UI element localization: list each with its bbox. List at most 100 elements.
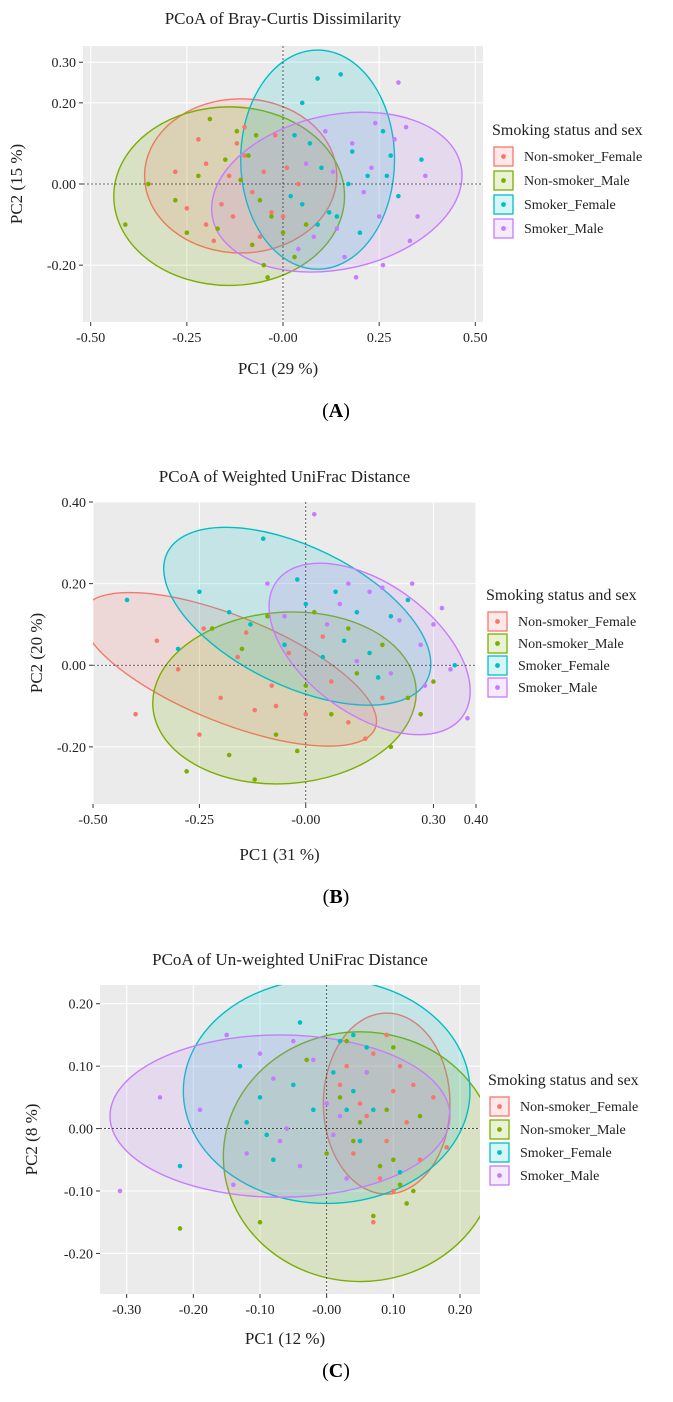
data-point-smoker-female xyxy=(365,173,370,179)
data-point-non-smoker-female xyxy=(269,683,275,688)
y-tick-label: 0.20 xyxy=(62,578,87,593)
data-point-non-smoker-male xyxy=(311,609,317,615)
legend-key-dot xyxy=(495,685,500,690)
x-tick-label: -0.10 xyxy=(245,1303,274,1318)
legend-label: Smoker_Female xyxy=(520,1146,612,1161)
legend-key-dot xyxy=(501,202,506,207)
data-point-non-smoker-female xyxy=(219,201,224,207)
data-point-smoker-female xyxy=(297,1020,303,1025)
data-point-smoker-female xyxy=(175,646,181,652)
legend-label: Smoker_Male xyxy=(520,1169,599,1184)
x-tick-label: -0.00 xyxy=(268,331,297,346)
chart-title: PCoA of Un-weighted UniFrac Distance xyxy=(152,950,428,969)
data-point-non-smoker-female xyxy=(261,169,267,175)
data-point-non-smoker-female xyxy=(417,1157,423,1163)
data-point-smoker-female xyxy=(388,613,394,619)
data-point-smoker-female xyxy=(307,141,313,146)
x-tick-label: -0.00 xyxy=(291,813,320,828)
data-point-smoker-female xyxy=(197,589,202,595)
legend-label: Smoker_Male xyxy=(518,681,597,696)
confidence-ellipse-non-smoker-female xyxy=(93,591,378,747)
x-tick-label: -0.00 xyxy=(312,1303,341,1318)
data-point-non-smoker-male xyxy=(411,1188,416,1194)
legend-label: Non-smoker_Female xyxy=(518,615,636,630)
data-point-smoker-male xyxy=(296,246,301,252)
legend-key-dot xyxy=(497,1104,502,1109)
data-point-smoker-male xyxy=(265,581,270,586)
data-point-non-smoker-male xyxy=(184,230,190,236)
legend-key-dot xyxy=(501,226,506,231)
data-point-non-smoker-male xyxy=(215,226,220,231)
data-point-non-smoker-male xyxy=(226,752,232,758)
y-tick-label: 0.10 xyxy=(69,1060,94,1075)
data-point-non-smoker-male xyxy=(303,222,309,227)
data-point-non-smoker-female xyxy=(173,169,178,175)
data-point-smoker-female xyxy=(419,157,424,162)
x-axis-label: PC1 (12 %) xyxy=(245,1329,325,1348)
data-point-smoker-male xyxy=(354,658,360,664)
data-point-smoker-female xyxy=(452,662,458,668)
data-point-smoker-female xyxy=(344,1107,349,1113)
data-point-non-smoker-female xyxy=(303,711,309,717)
data-point-non-smoker-female xyxy=(296,181,301,187)
data-point-smoker-female xyxy=(319,165,324,171)
data-point-non-smoker-female xyxy=(411,1082,416,1088)
data-point-non-smoker-male xyxy=(329,711,334,717)
data-point-smoker-female xyxy=(257,1095,263,1100)
panel-label: (A) xyxy=(322,400,350,422)
data-point-smoker-male xyxy=(271,1076,276,1081)
y-tick-label: -0.10 xyxy=(64,1185,93,1200)
data-point-non-smoker-female xyxy=(391,1088,396,1094)
data-point-smoker-female xyxy=(351,1032,356,1038)
data-point-non-smoker-male xyxy=(246,153,251,158)
data-point-smoker-female xyxy=(346,181,351,187)
data-point-smoker-male xyxy=(337,601,343,607)
data-point-smoker-male xyxy=(197,1107,203,1113)
legend-label: Non-smoker_Male xyxy=(518,637,624,652)
data-point-smoker-male xyxy=(311,234,317,240)
confidence-ellipse-non-smoker-male xyxy=(113,106,346,287)
data-point-smoker-female xyxy=(333,589,338,595)
x-tick-label: 0.40 xyxy=(464,813,489,828)
legend-label: Smoker_Male xyxy=(524,222,603,237)
y-tick-label: 0.20 xyxy=(52,97,77,112)
data-point-smoker-male xyxy=(297,1163,303,1169)
data-point-smoker-female xyxy=(124,597,130,603)
data-point-non-smoker-male xyxy=(384,1107,389,1113)
data-point-smoker-male xyxy=(396,80,401,85)
data-point-non-smoker-male xyxy=(257,1219,263,1225)
data-point-smoker-female xyxy=(315,76,320,81)
legend-title: Smoking status and sex xyxy=(492,122,643,139)
data-point-smoker-male xyxy=(373,120,378,126)
data-point-non-smoker-female xyxy=(196,137,201,142)
data-point-non-smoker-male xyxy=(265,613,270,619)
data-point-smoker-male xyxy=(324,1101,329,1106)
confidence-ellipse-non-smoker-male xyxy=(152,611,417,785)
data-point-smoker-male xyxy=(369,165,374,171)
data-point-smoker-male xyxy=(367,589,372,595)
y-tick-label: 0.20 xyxy=(69,998,94,1013)
data-point-non-smoker-female xyxy=(404,1120,409,1125)
x-tick-label: -0.50 xyxy=(76,331,105,346)
data-point-smoker-male xyxy=(364,1070,369,1075)
legend-key-dot xyxy=(495,641,500,646)
legend-key-dot xyxy=(495,619,500,624)
data-point-non-smoker-female xyxy=(431,1095,436,1100)
data-point-non-smoker-female xyxy=(243,630,249,635)
chart-title: PCoA of Weighted UniFrac Distance xyxy=(159,467,410,486)
x-tick-label: -0.25 xyxy=(172,331,201,346)
data-point-non-smoker-female xyxy=(346,720,351,725)
data-point-non-smoker-male xyxy=(405,695,411,701)
data-point-smoker-male xyxy=(403,124,409,130)
data-point-non-smoker-male xyxy=(146,181,151,187)
data-point-non-smoker-female xyxy=(257,234,263,240)
confidence-ellipse-smoker-male xyxy=(210,111,463,273)
data-point-non-smoker-female xyxy=(203,161,209,167)
data-point-non-smoker-male xyxy=(261,262,267,268)
legend-key-dot xyxy=(501,178,506,183)
data-point-smoker-male xyxy=(344,1176,349,1181)
data-point-non-smoker-female xyxy=(397,1063,403,1069)
data-point-non-smoker-female xyxy=(444,1145,449,1150)
confidence-ellipse-non-smoker-male xyxy=(222,1031,480,1283)
data-point-non-smoker-male xyxy=(280,230,286,236)
